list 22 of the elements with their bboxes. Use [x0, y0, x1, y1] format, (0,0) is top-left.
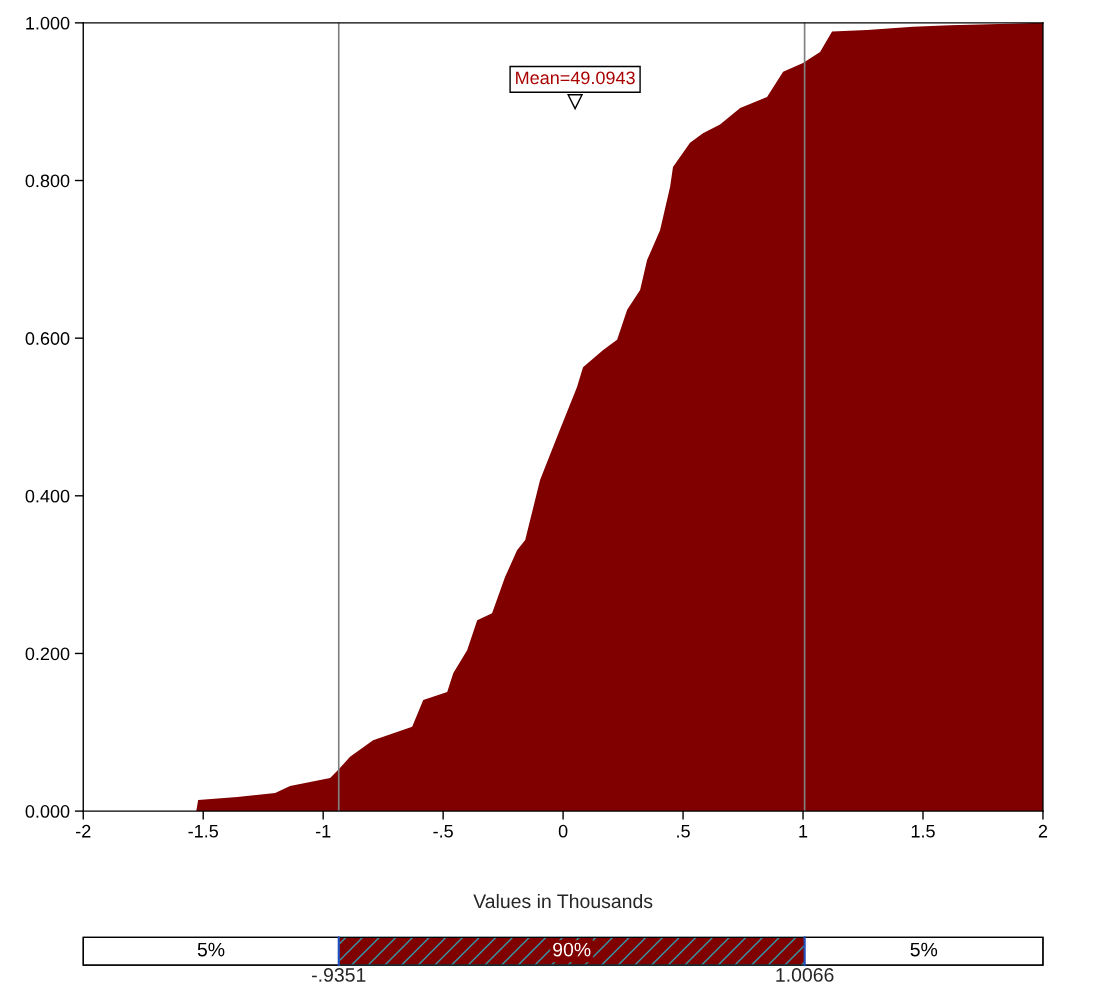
y-tick-label: 0.200: [25, 647, 70, 661]
x-tick-label: .5: [677, 824, 690, 838]
x-tick-label: -1: [315, 824, 331, 838]
x-tick-label: -1.5: [188, 824, 219, 838]
x-axis-title: Values in Thousands: [473, 893, 653, 909]
y-tick-label: 0.800: [25, 174, 70, 188]
x-tick-label: -.5: [433, 824, 453, 838]
x-tick-label: -2: [76, 824, 91, 838]
y-tick-label: 0.400: [25, 489, 70, 503]
y-tick-label: 1.000: [26, 16, 70, 30]
x-tick-label: 2: [1038, 824, 1048, 838]
text: -.9351: [312, 968, 366, 982]
x-tick-label: 1.5: [911, 824, 935, 838]
annotation: Mean=49.0943: [516, 71, 635, 85]
text: 5%: [910, 942, 938, 957]
x-tick-label: 0: [558, 824, 568, 838]
text: 5%: [197, 942, 225, 957]
text: 90%: [553, 942, 591, 957]
text: 1.0066: [776, 968, 834, 982]
y-tick-label: 0.600: [25, 332, 70, 345]
x-tick-label: 1: [799, 824, 808, 838]
y-tick-label: 0.000: [25, 805, 70, 818]
